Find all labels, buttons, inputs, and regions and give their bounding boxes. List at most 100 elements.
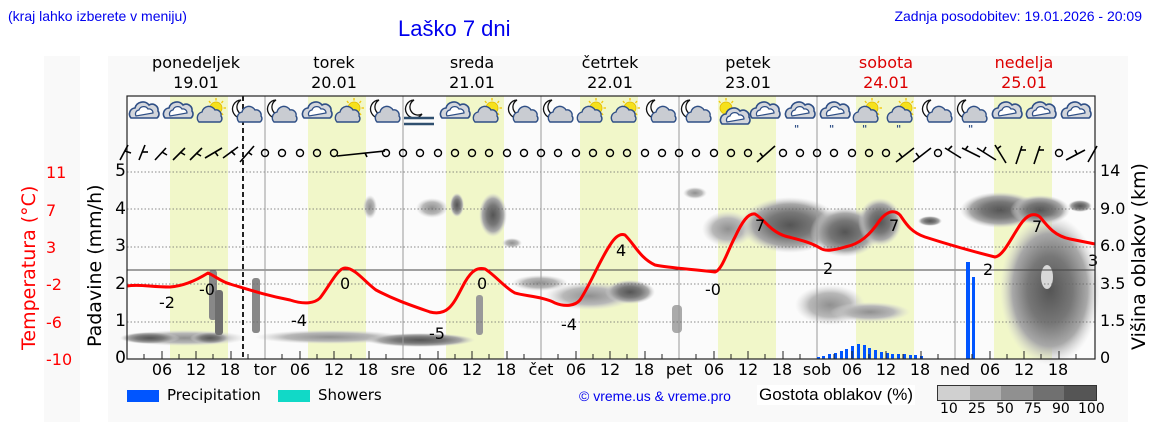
- x-tick: 06: [565, 360, 587, 379]
- day-name-3: četrtek: [581, 53, 639, 72]
- x-tick: 06: [151, 360, 173, 379]
- x-tick: čet: [528, 360, 554, 379]
- wind-barb-icon: [204, 147, 223, 159]
- x-tick: 18: [219, 360, 241, 379]
- x-tick: 06: [979, 360, 1001, 379]
- left-axis-panel: [44, 56, 80, 422]
- cloud-density-title: Gostota oblakov (%): [757, 385, 916, 405]
- temp-tick: -10: [46, 350, 73, 369]
- svg-text:4: 4: [616, 241, 626, 260]
- temp-tick: -6: [46, 313, 62, 332]
- cloud-height-tick: 9.0: [1100, 199, 1126, 218]
- svg-text:0: 0: [340, 274, 350, 293]
- x-tick: 18: [357, 360, 379, 379]
- day-date-3: 22.01: [587, 73, 633, 92]
- precip-tick: 5: [115, 161, 126, 181]
- x-ticks: [143, 351, 1077, 359]
- svg-text:": ": [794, 124, 799, 135]
- temperature-axis-title: Temperatura (°C): [18, 185, 40, 350]
- svg-text:0: 0: [477, 274, 487, 293]
- last-updated: Zadnja posodobitev: 19.01.2026 - 20:09: [894, 8, 1142, 24]
- svg-text:3: 3: [1088, 251, 1098, 270]
- svg-text:2: 2: [983, 260, 993, 279]
- wind-barb-icon: [1065, 149, 1086, 161]
- svg-text:": ": [968, 124, 973, 135]
- day-date-5: 24.01: [863, 73, 909, 92]
- cloud-height-axis-title: Višina oblakov (km): [1128, 163, 1150, 350]
- precip-tick: 2: [115, 274, 126, 294]
- daylight-bands: [170, 96, 1052, 359]
- x-tick: 06: [703, 360, 725, 379]
- wind-barb-icon: [138, 144, 148, 161]
- svg-text:": ": [862, 124, 867, 135]
- page-title: Laško 7 dni: [398, 16, 511, 41]
- x-tick: 12: [875, 360, 897, 379]
- precipitation-axis-title: Padavine (mm/h): [84, 184, 106, 347]
- wind-barb-icon: [944, 145, 962, 159]
- day-date-4: 23.01: [725, 73, 771, 92]
- wind-barb-icon: [336, 150, 386, 158]
- x-tick: sob: [802, 360, 832, 379]
- x-tick: 06: [289, 360, 311, 379]
- wind-barb-icon: [912, 147, 932, 163]
- wind-barbs-row: [119, 144, 1098, 165]
- day-name-2: sreda: [449, 53, 495, 72]
- svg-text:7: 7: [755, 216, 765, 235]
- x-tick: 12: [323, 360, 345, 379]
- day-date-6: 25.01: [1001, 73, 1047, 92]
- wind-barb-icon: [1087, 145, 1098, 163]
- x-tick: 12: [461, 360, 483, 379]
- cloud-height-tick: 1.5: [1100, 311, 1126, 330]
- temp-tick: -2: [46, 275, 62, 294]
- x-tick: 18: [495, 360, 517, 379]
- day-name-0: ponedeljek: [152, 53, 240, 72]
- night-fog-icon: [404, 99, 434, 126]
- x-tick: 12: [185, 360, 207, 379]
- wind-barb-icon: [994, 144, 1007, 164]
- svg-text:2: 2: [823, 259, 833, 278]
- showers-swatch: [278, 390, 310, 402]
- precip-tick: 4: [115, 199, 126, 219]
- grid-lines: [127, 171, 1095, 323]
- weather-icons-row: " " " " ": [128, 97, 1092, 135]
- cloud-height-tick: 3.5: [1100, 274, 1126, 293]
- x-tick: 18: [909, 360, 931, 379]
- location-hint: (kraj lahko izberete v meniju): [8, 8, 187, 24]
- precip-tick: 3: [115, 236, 126, 256]
- showers-legend-label: Showers: [318, 386, 382, 404]
- wind-barb-icon: [895, 147, 915, 163]
- svg-text:7: 7: [1032, 217, 1042, 236]
- precip-tick: 1: [115, 311, 126, 331]
- svg-text:": ": [896, 124, 901, 135]
- day-name-5: sobota: [858, 53, 914, 72]
- x-tick: 18: [771, 360, 793, 379]
- density-tick: 10: [940, 401, 958, 417]
- wind-barb-icon: [756, 145, 776, 163]
- cloud-height-tick: 6.0: [1100, 236, 1126, 255]
- cloudy-rain-icon: ": [819, 101, 851, 135]
- density-tick: 90: [1052, 401, 1070, 417]
- day-date-1: 20.01: [311, 73, 357, 92]
- wind-barb-icon: [239, 145, 255, 163]
- partly-sunny-rain-icon: ": [852, 97, 883, 135]
- wind-barb-icon: [1033, 145, 1044, 165]
- precipitation-swatch: [127, 390, 159, 402]
- wind-barb-icon: [222, 146, 239, 159]
- density-tick: 100: [1078, 401, 1105, 417]
- copyright-link[interactable]: © vreme.us & vreme.pro: [579, 388, 731, 404]
- cloud-density-layer: [120, 187, 1100, 365]
- x-tick: ned: [939, 360, 971, 379]
- wind-barb-icon: [154, 147, 168, 161]
- x-tick: 12: [599, 360, 621, 379]
- svg-text:": ": [829, 124, 834, 135]
- temp-tick: 11: [46, 163, 67, 182]
- x-tick: pet: [665, 360, 693, 379]
- cloudy-rain-icon: ": [784, 101, 816, 135]
- wind-barb-icon: [119, 144, 132, 161]
- wind-barb-icon: [976, 146, 997, 161]
- svg-text:7: 7: [889, 216, 899, 235]
- day-date-0: 19.01: [173, 73, 219, 92]
- night-cloudy-rain-icon: ": [956, 99, 988, 135]
- day-name-4: petek: [725, 53, 771, 72]
